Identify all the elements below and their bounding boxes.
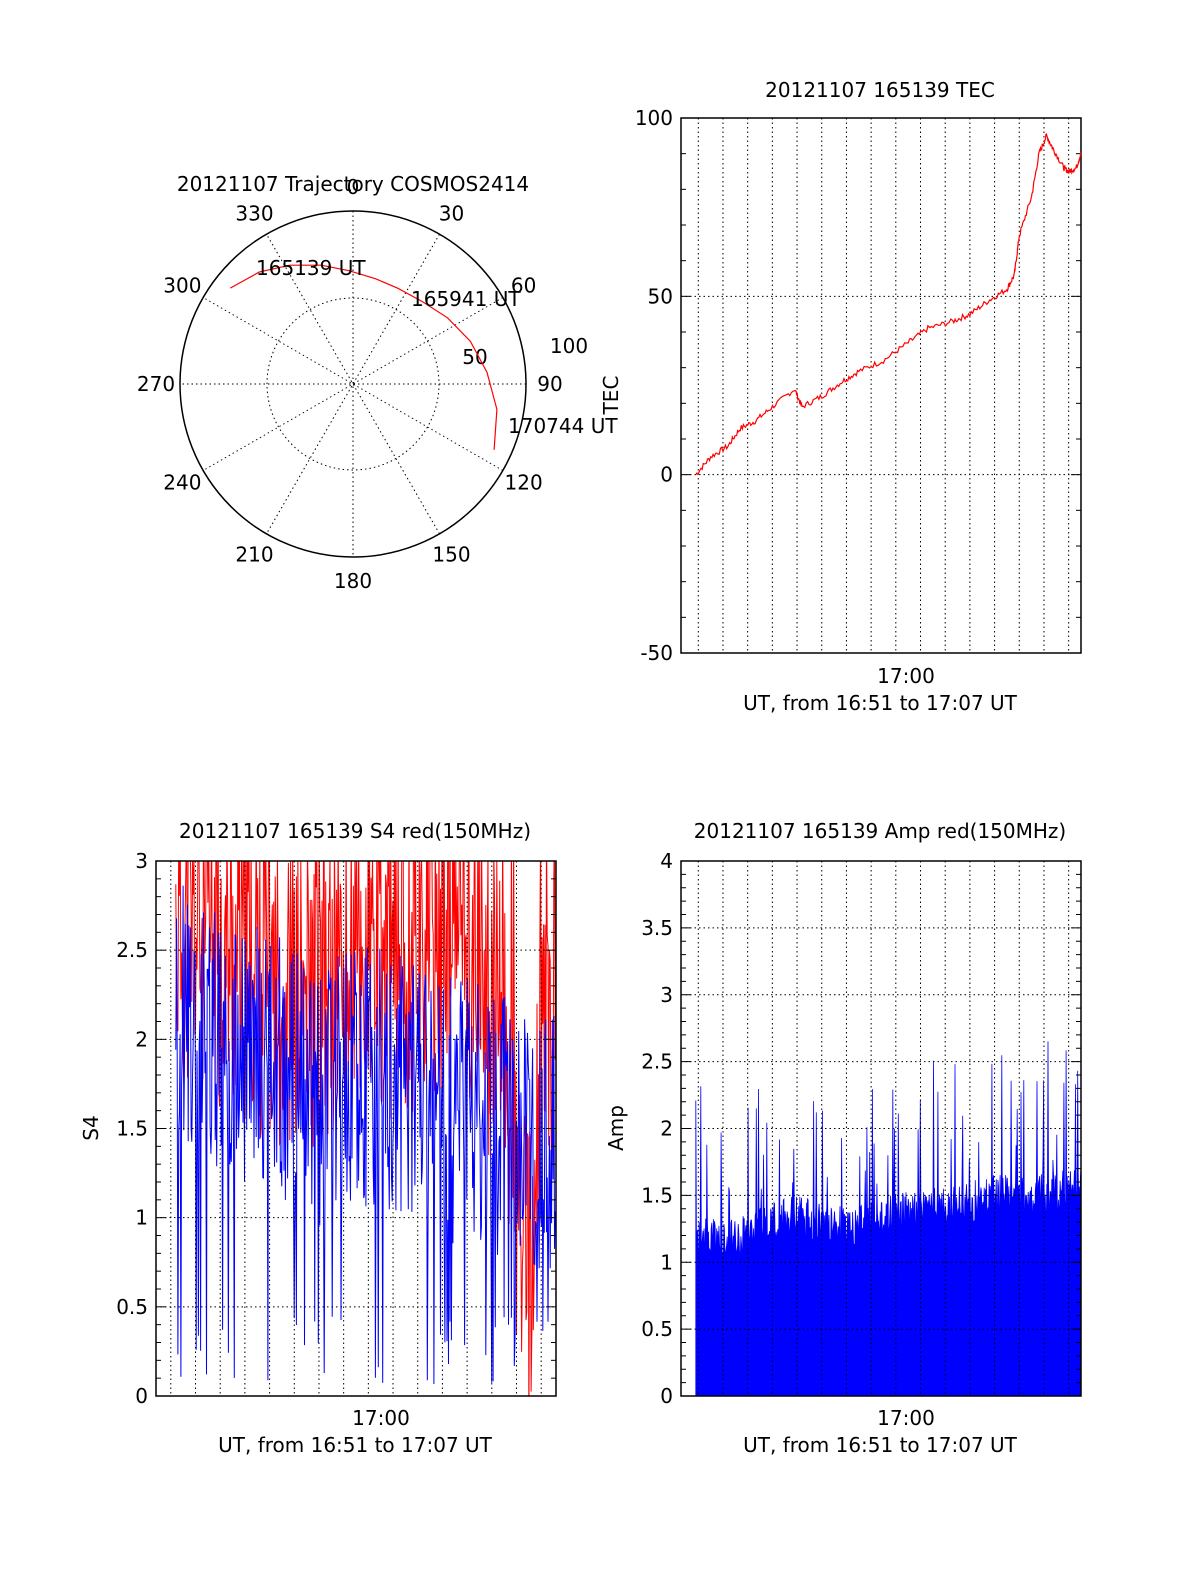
y-tick-label: 0 — [660, 463, 673, 487]
polar-spoke — [202, 297, 504, 471]
polar-angle-label: 270 — [137, 372, 175, 396]
amp-data — [695, 1041, 1081, 1396]
polar-angle-label: 240 — [163, 471, 201, 495]
s4-x-tick-label: 17:00 — [352, 1406, 410, 1430]
tec-plot-frame — [680, 117, 1082, 654]
trajectory-label-mid: 165941 UT — [411, 287, 521, 311]
trajectory-label-start: 165139 UT — [256, 256, 366, 280]
amp-title: 20121107 165139 Amp red(150MHz) — [694, 819, 1066, 843]
polar-angle-label: 330 — [235, 201, 273, 225]
y-tick-label: 100 — [635, 106, 673, 130]
amp-grid — [681, 861, 1081, 1396]
trajectory-line — [230, 264, 498, 450]
polar-outer-circle — [179, 210, 527, 558]
polar-radius-label-100: 100 — [550, 334, 588, 358]
y-tick-label: 0.5 — [641, 1317, 673, 1341]
polar-spoke — [202, 297, 504, 471]
y-tick-label: 50 — [648, 284, 673, 308]
s4-data — [175, 861, 556, 1396]
tec-panel: 20121107 165139 TEC 100 50 0 -50 17:00 UT, … — [635, 78, 1082, 715]
y-tick-label: 3 — [135, 849, 148, 873]
polar-angle-label: 0 — [347, 175, 360, 199]
amp-panel: 20121107 165139 Amp red(150MHz) 4 3.5 3 2.5… — [604, 819, 1082, 1457]
amp-y-axis-label: Amp — [604, 1105, 628, 1151]
y-tick-label: 1.5 — [116, 1117, 148, 1141]
polar-angle-label: 210 — [235, 543, 273, 567]
polar-inner-circle — [266, 297, 440, 471]
y-tick-label: 2.5 — [116, 938, 148, 962]
tec-title: 20121107 165139 TEC — [765, 78, 995, 102]
polar-angle-label: 90 — [537, 372, 562, 396]
amp-y-ticks: 4 3.5 3 2.5 2 1.5 1 0.5 0 — [641, 849, 1081, 1408]
polar-grid — [180, 211, 526, 557]
amp-series-fill — [695, 1041, 1081, 1396]
s4-panel: 20121107 165139 S4 red(150MHz) 3 2.5 2 1.5 1… — [79, 819, 557, 1457]
polar-angle-labels: 0 30 60 90 120 150 180 210 240 270 300 330 — [137, 175, 563, 593]
s4-y-ticks: 3 2.5 2 1.5 1 0.5 0 — [116, 849, 556, 1408]
polar-angle-label: 150 — [432, 543, 470, 567]
tec-x-axis-label: UT, from 16:51 to 17:07 UT — [743, 691, 1018, 715]
y-tick-label: 1 — [135, 1206, 148, 1230]
s4-plot-area — [175, 861, 556, 1396]
y-tick-label: 0 — [660, 1384, 673, 1408]
tec-series-line — [695, 132, 1082, 476]
y-tick-label: 2 — [660, 1117, 673, 1141]
polar-title: 20121107 Trajectory COSMOS2414 — [177, 172, 529, 196]
y-tick-label: 0 — [135, 1384, 148, 1408]
trajectory-label-end: 170744 UT — [508, 414, 618, 438]
y-tick-label: 4 — [660, 849, 673, 873]
s4-title: 20121107 165139 S4 red(150MHz) — [179, 819, 531, 843]
polar-angle-label: 30 — [439, 201, 464, 225]
tec-x-tick-label: 17:00 — [877, 664, 935, 688]
y-tick-label: 0.5 — [116, 1295, 148, 1319]
y-tick-label: 2 — [135, 1027, 148, 1051]
polar-angle-label: 180 — [334, 569, 372, 593]
y-tick-label: 1.5 — [641, 1183, 673, 1207]
polar-angle-label: 120 — [505, 471, 543, 495]
s4-series-red — [175, 861, 556, 1396]
tec-y-ticks: 100 50 0 -50 — [635, 106, 1081, 665]
polar-angle-label: 300 — [163, 274, 201, 298]
y-tick-label: 1 — [660, 1250, 673, 1274]
y-tick-label: 2.5 — [641, 1050, 673, 1074]
amp-plot-area — [695, 1041, 1081, 1396]
s4-y-axis-label: S4 — [79, 1115, 103, 1140]
y-tick-label: 3 — [660, 983, 673, 1007]
polar-panel: 20121107 Trajectory COSMOS2414 0 30 60 90 12… — [137, 172, 623, 593]
polar-spoke — [266, 233, 440, 535]
y-tick-label: 3.5 — [641, 916, 673, 940]
polar-side-label: TEC — [599, 376, 623, 416]
amp-x-axis-label: UT, from 16:51 to 17:07 UT — [743, 1433, 1018, 1457]
polar-spoke — [266, 233, 440, 535]
y-tick-label: -50 — [640, 641, 673, 665]
s4-x-axis-label: UT, from 16:51 to 17:07 UT — [218, 1433, 493, 1457]
tec-grid — [681, 118, 1081, 653]
s4-grid — [156, 861, 556, 1396]
amp-x-tick-label: 17:00 — [877, 1406, 935, 1430]
polar-angle-label: 60 — [511, 274, 536, 298]
